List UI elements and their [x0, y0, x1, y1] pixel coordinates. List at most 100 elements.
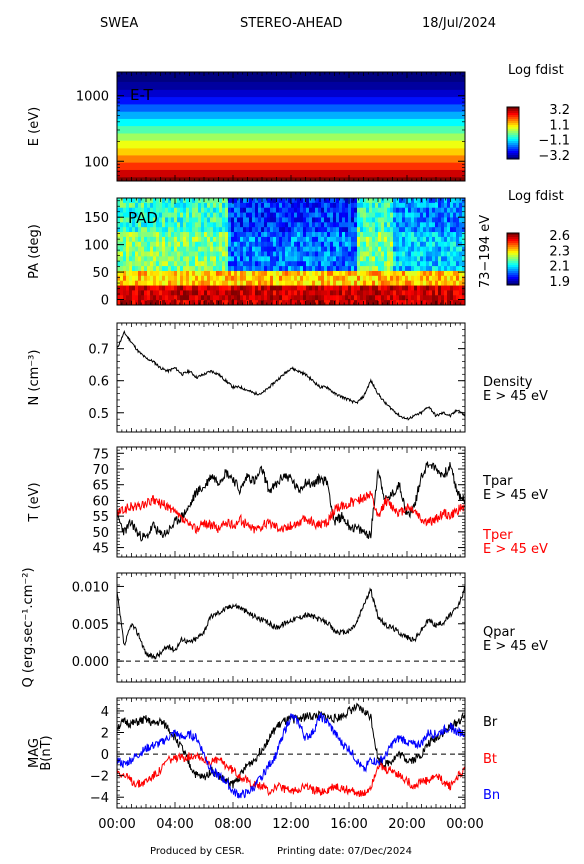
pad-cell [249, 246, 253, 252]
pad-cell [360, 261, 364, 267]
pad-cell [450, 202, 454, 209]
pad-cell [459, 270, 463, 277]
pad-cell [408, 256, 412, 262]
pad-cell [462, 285, 466, 291]
pad-cell [141, 198, 145, 204]
pad-cell [303, 270, 307, 277]
pad-cell [213, 251, 217, 257]
pad-cell [168, 266, 172, 272]
pad-cell [303, 198, 307, 204]
pad-cell [300, 256, 304, 262]
pad-cell [420, 241, 424, 248]
pad-cell [246, 290, 250, 296]
pad-cell [186, 295, 190, 301]
pad-cell [435, 295, 439, 301]
colorbar-cell [507, 111, 519, 114]
colorbar-cell [507, 137, 519, 140]
pad-cell [240, 270, 244, 277]
pad-cell [369, 236, 373, 243]
pad-cell [237, 290, 241, 296]
pad-cell [357, 202, 361, 209]
pad-cell [378, 285, 382, 291]
pad-cell [354, 290, 358, 296]
pad-cell [402, 290, 406, 296]
pad-cell [216, 207, 220, 213]
pad-cell [453, 236, 457, 243]
pad-cell [156, 251, 160, 257]
pad-cell [288, 202, 292, 209]
pad-cell [276, 300, 280, 306]
pad-cell [447, 261, 451, 267]
y-tick-label: 0.7 [88, 343, 109, 358]
pad-cell [132, 285, 136, 291]
pad-cell [399, 236, 403, 243]
pad-cell [327, 236, 331, 243]
et-energy-band [117, 147, 465, 156]
pad-cell [384, 266, 388, 272]
pad-cell [120, 251, 124, 257]
pad-cell [252, 232, 256, 238]
pad-cell [168, 300, 172, 306]
pad-cell [318, 236, 322, 243]
pad-cell [456, 212, 460, 218]
pad-cell [456, 251, 460, 257]
pad-cell [198, 270, 202, 277]
pad-cell [384, 290, 388, 296]
pad-cell [351, 198, 355, 204]
pad-cell [168, 280, 172, 286]
pad-cell [387, 251, 391, 257]
pad-cell [396, 241, 400, 248]
pad-cell [411, 275, 415, 282]
pad-cell [375, 270, 379, 277]
pad-cell [288, 266, 292, 272]
density-legend-sub: E > 45 eV [483, 389, 548, 404]
pad-cell [135, 280, 139, 286]
pad-cell [303, 232, 307, 238]
pad-cell [318, 227, 322, 233]
pad-cell [396, 227, 400, 233]
pad-cell [237, 202, 241, 209]
pad-cell [453, 290, 457, 296]
pad-cell [174, 261, 178, 267]
pad-cell [174, 280, 178, 286]
pad-cell [192, 251, 196, 257]
pad-cell [282, 295, 286, 301]
pad-cell [360, 285, 364, 291]
pad-cell [399, 290, 403, 296]
pad-cell [129, 275, 133, 282]
colorbar-cell [507, 233, 519, 236]
pad-cell [294, 295, 298, 301]
pad-cell [366, 280, 370, 286]
pad-cell [243, 217, 247, 223]
pad-cell [204, 251, 208, 257]
pad-cell [372, 295, 376, 301]
pad-cell [420, 256, 424, 262]
pad-cell [141, 222, 145, 228]
pad-cell [246, 295, 250, 301]
pad-cell [276, 198, 280, 204]
pad-cell [309, 295, 313, 301]
pad-cell [387, 256, 391, 262]
pad-cell [390, 232, 394, 238]
pad-cell [291, 261, 295, 267]
pad-cell [231, 256, 235, 262]
pad-cell [435, 300, 439, 306]
pad-cell [417, 222, 421, 228]
pad-cell [315, 285, 319, 291]
pad-cell [159, 290, 163, 296]
pad-cell [288, 217, 292, 223]
pad-cell [276, 261, 280, 267]
pad-cell [432, 212, 436, 218]
pad-cell [354, 241, 358, 248]
pad-cell [153, 232, 157, 238]
pad-cell [342, 227, 346, 233]
pad-cell [231, 246, 235, 252]
pad-cell [441, 300, 445, 306]
pad-cell [426, 198, 430, 204]
pad-cell [216, 266, 220, 272]
pad-cell [198, 246, 202, 252]
colorbar-cell [507, 123, 519, 126]
pad-cell [357, 261, 361, 267]
pad-cell [282, 285, 286, 291]
pad-cell [420, 227, 424, 233]
